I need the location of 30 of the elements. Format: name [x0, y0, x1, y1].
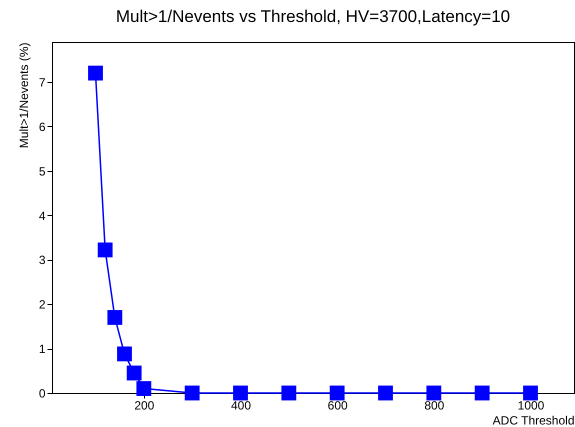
point [378, 386, 393, 400]
y-tick-label: 7 [38, 75, 46, 90]
point [88, 66, 103, 81]
point [107, 310, 122, 325]
y-tick-label: 5 [38, 164, 46, 178]
y-tick-label: 4 [38, 208, 46, 223]
x-tick-label: 400 [230, 398, 252, 412]
point [117, 346, 132, 362]
point [184, 386, 200, 400]
point [126, 366, 142, 380]
y-tick-label: 2 [38, 298, 46, 312]
y-tick-label: 1 [38, 342, 46, 356]
x-tick-label: 1000 [518, 398, 545, 412]
y-tick-label: 6 [38, 120, 46, 134]
chart-title: Mult>1/Nevents vs Threshold, HV=3700,Latency=10 [116, 7, 510, 26]
point [98, 242, 113, 258]
x-tick-label: 800 [424, 398, 445, 412]
x-tick-label: 200 [134, 398, 155, 412]
point [426, 386, 442, 400]
point [330, 386, 345, 400]
x-tick-label: 600 [328, 398, 348, 412]
point [281, 386, 296, 400]
point [233, 386, 248, 400]
point [474, 386, 490, 400]
point [523, 386, 538, 400]
point [136, 381, 152, 396]
y-tick-label: 3 [38, 253, 46, 268]
y-axis-title: Mult>1/Nevents (%) [16, 42, 31, 148]
y-tick-label: 0 [38, 386, 46, 400]
x-axis-title: ADC Threshold [492, 414, 574, 427]
